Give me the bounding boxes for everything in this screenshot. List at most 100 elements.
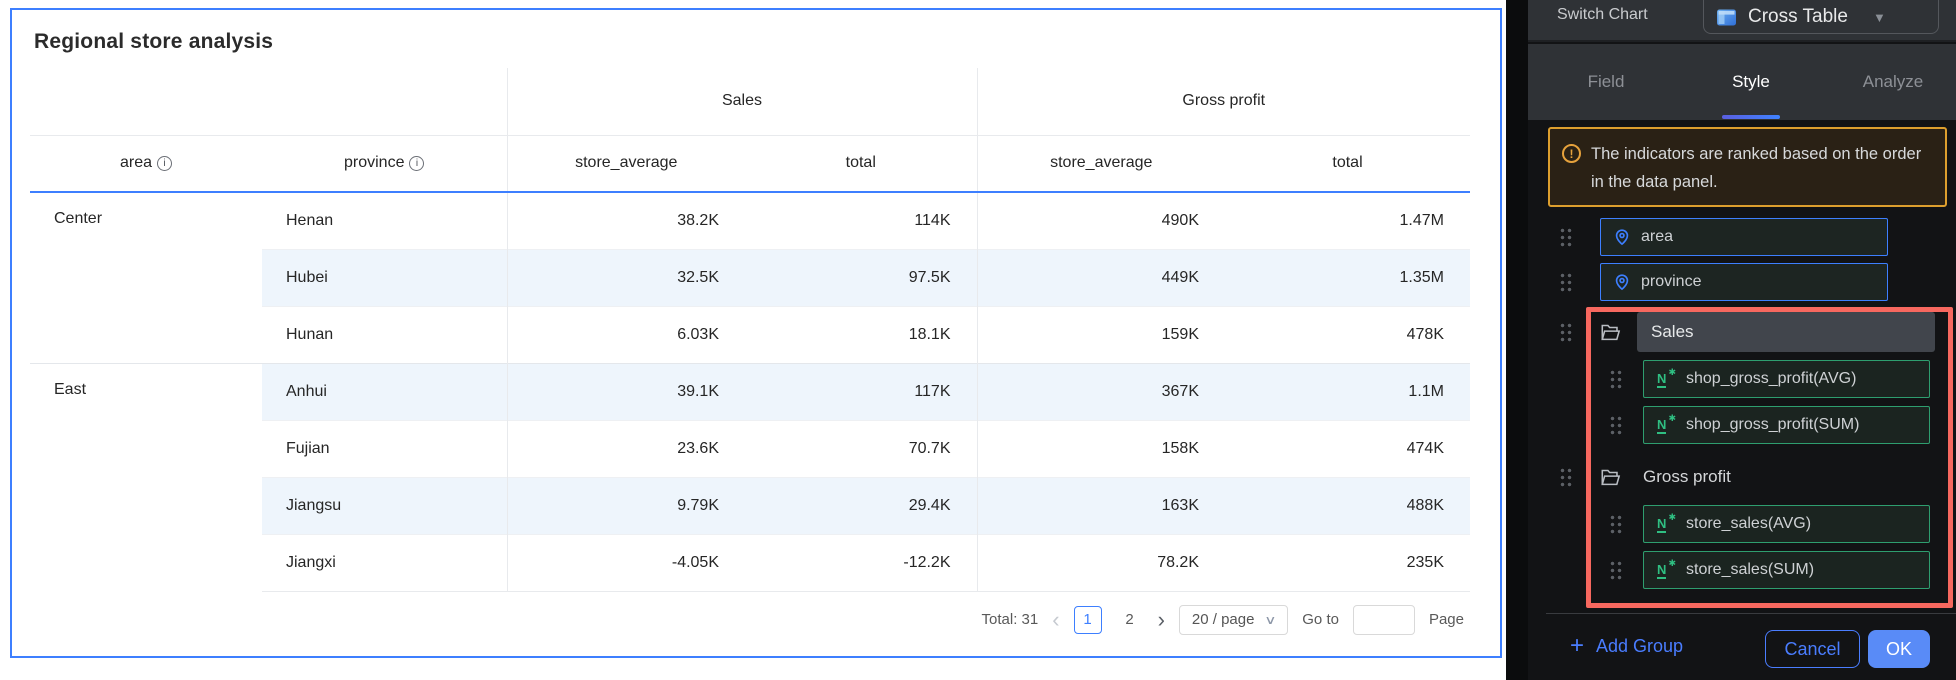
- value-cell: 488K: [1225, 476, 1470, 534]
- measure-star: ✱: [1668, 367, 1676, 377]
- field-item-province[interactable]: province: [1600, 263, 1888, 301]
- value-cell: 38.2K: [506, 192, 745, 249]
- info-icon[interactable]: i: [157, 156, 173, 172]
- drag-handle-icon[interactable]: [1609, 369, 1623, 389]
- page-button-1[interactable]: 1: [1073, 605, 1102, 634]
- warning-icon: !: [1562, 144, 1581, 163]
- value-cell: -12.2K: [745, 533, 977, 592]
- chart-type-select[interactable]: Cross Table ▼: [1703, 0, 1939, 34]
- measure-letter: N: [1657, 417, 1667, 434]
- warning-text: The indicators are ranked based on the o…: [1591, 145, 1922, 191]
- field-item-store-sales-sum[interactable]: N ✱ store_sales(SUM): [1643, 551, 1930, 589]
- value-cell: 114K: [914, 211, 951, 229]
- value-cell: 23.6K: [506, 419, 745, 477]
- value-cell: 29.4K: [745, 476, 977, 534]
- column-header-province: province i: [262, 135, 507, 193]
- measure-star: ✱: [1668, 512, 1676, 522]
- value-cell: 9.79K: [506, 476, 745, 534]
- measure-icon: N ✱: [1656, 558, 1676, 579]
- warning-banner: ! The indicators are ranked based on the…: [1548, 127, 1947, 207]
- drag-handle-icon[interactable]: [1559, 272, 1573, 292]
- field-item-shop-gross-profit-sum[interactable]: N ✱ shop_gross_profit(SUM): [1643, 406, 1930, 444]
- province-cell: Fujian: [262, 419, 507, 477]
- field-label: shop_gross_profit(SUM): [1686, 416, 1860, 433]
- column-group-gross-profit: Gross profit: [976, 68, 1470, 136]
- plus-icon: +: [1570, 632, 1585, 659]
- measure-icon: N ✱: [1656, 413, 1676, 434]
- value-cell: 117K: [745, 362, 977, 420]
- column-header-sales-total: total: [745, 135, 977, 193]
- value-cell: 449K: [976, 248, 1225, 306]
- cancel-button[interactable]: Cancel: [1765, 630, 1860, 668]
- page-size-select[interactable]: 20 / page ∨: [1178, 604, 1289, 635]
- drag-handle-icon[interactable]: [1559, 467, 1573, 487]
- field-item-shop-gross-profit-avg[interactable]: N ✱ shop_gross_profit(AVG): [1643, 360, 1930, 398]
- group-name: Sales: [1651, 322, 1694, 341]
- value-cell: 474K: [1225, 419, 1470, 477]
- measure-letter: N: [1657, 562, 1667, 579]
- tab-field[interactable]: Field: [1587, 72, 1625, 91]
- style-panel-content: ! The indicators are ranked based on the…: [1528, 0, 1956, 680]
- value-cell: 159K: [976, 305, 1225, 363]
- measure-icon: N ✱: [1656, 367, 1676, 388]
- pagination: Total: 31 ‹ 1 2 › 20 / page ∨ Go to Page: [12, 604, 1464, 635]
- drag-handle-icon[interactable]: [1559, 227, 1573, 247]
- value-cell: 70.7K: [745, 419, 977, 477]
- active-tab-indicator: [1722, 115, 1780, 119]
- table-row: Jiangsu 9.79K 29.4K 163K 488K: [30, 476, 1470, 534]
- panel-topbar: Switch Chart Cross Table ▼: [1528, 0, 1956, 42]
- chart-card: Regional store analysis Sales Gross prof…: [10, 8, 1502, 658]
- column-header-gp-total: total: [1225, 135, 1470, 193]
- drag-handle-icon[interactable]: [1609, 560, 1623, 580]
- chevron-right-icon[interactable]: ›: [1157, 606, 1165, 632]
- add-group-button[interactable]: + Add Group: [1570, 634, 1683, 658]
- info-icon[interactable]: i: [409, 156, 425, 172]
- pagination-total: Total: 31: [981, 611, 1039, 628]
- table-row: Hunan 6.03K 18.1K 159K 478K: [30, 305, 1470, 363]
- tab-style[interactable]: Style: [1732, 72, 1770, 91]
- field-item-store-sales-avg[interactable]: N ✱ store_sales(AVG): [1643, 505, 1930, 543]
- page-size-value: 20 / page: [1191, 611, 1255, 628]
- chevron-down-icon: ∨: [1264, 612, 1278, 627]
- drag-handle-icon[interactable]: [1559, 322, 1573, 342]
- cross-table-icon: [1716, 7, 1737, 28]
- value-cell: 78.2K: [976, 533, 1225, 592]
- chevron-left-icon[interactable]: ‹: [1052, 606, 1060, 632]
- column-header-area: area i: [30, 135, 262, 193]
- area-cell: East: [30, 362, 262, 591]
- group-name-input[interactable]: Sales: [1637, 312, 1935, 352]
- goto-page-input[interactable]: [1352, 604, 1415, 635]
- drag-handle-icon[interactable]: [1609, 514, 1623, 534]
- area-cell: Center: [30, 192, 262, 363]
- value-cell: -4.05K: [506, 533, 745, 592]
- settings-panel: Switch Chart Cross Table ▼ Field: [1528, 0, 1956, 680]
- drag-handle-icon[interactable]: [1609, 415, 1623, 435]
- value-cell: 163K: [976, 476, 1225, 534]
- group-row-sales: Sales: [1528, 312, 1956, 352]
- page-button-2[interactable]: 2: [1125, 611, 1134, 628]
- field-row-measure: N ✱ shop_gross_profit(AVG): [1528, 360, 1956, 398]
- value-cell: 490K: [976, 192, 1225, 249]
- tab-analyze[interactable]: Analyze: [1862, 72, 1924, 91]
- table-row: Center Henan 38.2K 114K 490K 1.47M: [30, 192, 1470, 363]
- value-cell: 39.1K: [506, 362, 745, 420]
- caret-down-icon: ▼: [1872, 9, 1886, 25]
- table-row: Hubei 32.5K 97.5K 449K 1.35M: [30, 248, 1470, 306]
- field-row-measure: N ✱ store_sales(SUM): [1528, 551, 1956, 589]
- ok-button[interactable]: OK: [1868, 630, 1930, 668]
- value-cell: 1.47M: [1399, 211, 1444, 229]
- value-cell: 158K: [976, 419, 1225, 477]
- province-cell: Hunan: [262, 305, 507, 363]
- province-cell: Hubei: [262, 248, 507, 306]
- cross-table: Sales Gross profit area i province i store…: [30, 68, 1470, 592]
- field-item-area[interactable]: area: [1600, 218, 1888, 256]
- measure-letter: N: [1657, 516, 1667, 533]
- field-row-measure: N ✱ shop_gross_profit(SUM): [1528, 406, 1956, 444]
- header-spacer: [30, 68, 507, 136]
- province-cell: Jiangsu: [262, 476, 507, 534]
- panel-tabs: Field Style Analyze: [1528, 44, 1956, 120]
- field-row-measure: N ✱ store_sales(AVG): [1528, 505, 1956, 543]
- column-group-sales: Sales: [506, 68, 977, 136]
- location-pin-icon: [1613, 228, 1631, 246]
- measure-star: ✱: [1668, 413, 1676, 423]
